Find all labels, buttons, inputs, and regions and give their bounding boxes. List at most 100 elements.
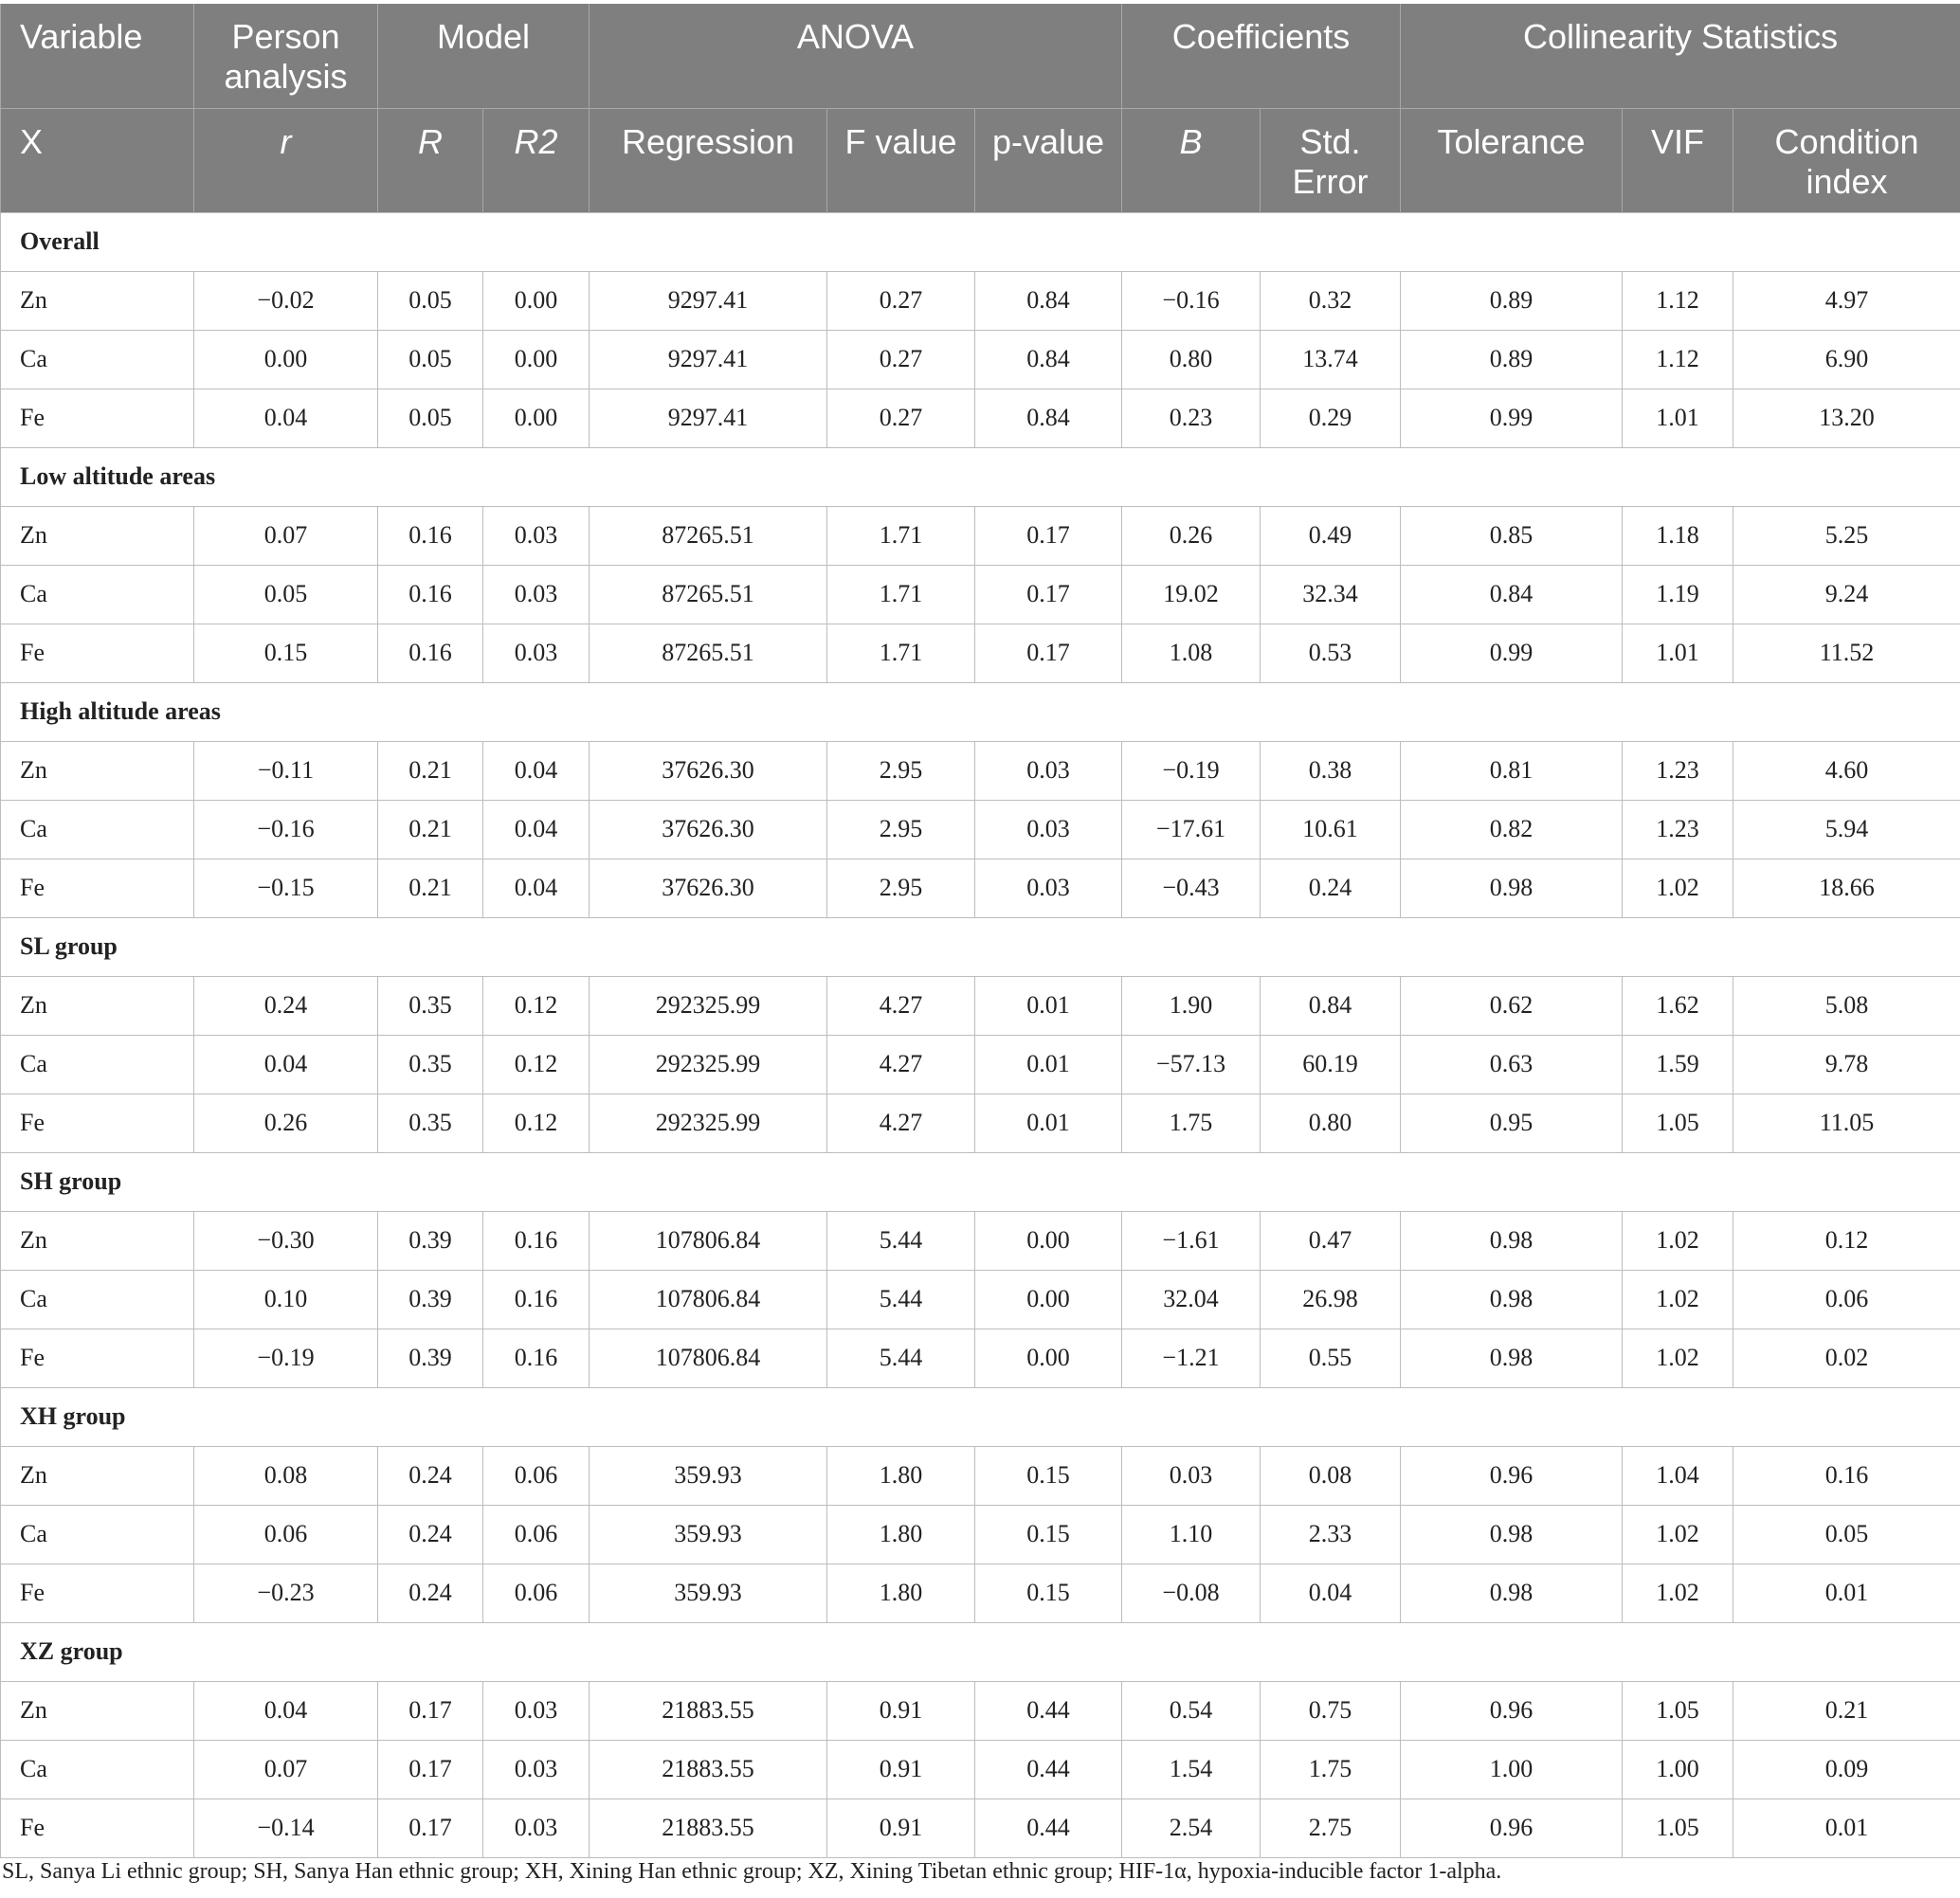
table-row: Fe 0.04 0.05 0.00 9297.41 0.27 0.84 0.23 0.29 0.9… (0, 388, 1960, 448)
value-cell: 0.98 (1400, 1210, 1624, 1271)
variable-cell: Fe (0, 623, 194, 683)
value-cell: 26.98 (1260, 1269, 1402, 1329)
variable-cell: Zn (0, 1680, 194, 1741)
section-header-row: SH group (0, 1151, 1960, 1212)
value-cell: 1.71 (826, 505, 975, 566)
value-cell: 1.10 (1121, 1504, 1261, 1564)
value-cell: 0.27 (826, 270, 975, 331)
value-cell: 0.91 (826, 1680, 975, 1741)
value-cell: 0.35 (377, 1093, 483, 1153)
value-cell: 21883.55 (589, 1680, 827, 1741)
value-cell: 0.44 (973, 1680, 1123, 1741)
value-cell: 0.00 (973, 1328, 1123, 1388)
value-cell: 1.18 (1622, 505, 1734, 566)
value-cell: 0.84 (973, 270, 1123, 331)
value-cell: 0.98 (1400, 858, 1624, 918)
variable-cell: Fe (0, 858, 194, 918)
variable-cell: Fe (0, 1328, 194, 1388)
value-cell: 0.04 (482, 858, 590, 918)
variable-cell: Ca (0, 1034, 194, 1094)
value-cell: 1.00 (1400, 1739, 1624, 1799)
value-cell: 5.25 (1733, 505, 1960, 566)
value-cell: 0.35 (377, 1034, 483, 1094)
table-footnote: SL, Sanya Li ethnic group; SH, Sanya Han… (2, 1859, 1502, 1884)
value-cell: −0.14 (193, 1798, 378, 1858)
value-cell: 0.96 (1400, 1680, 1624, 1741)
value-cell: 13.20 (1733, 388, 1960, 448)
table-row: Fe −0.23 0.24 0.06 359.93 1.80 0.15 −0.08 0.04 0.… (0, 1563, 1960, 1623)
value-cell: 5.08 (1733, 975, 1960, 1036)
value-cell: 0.15 (973, 1445, 1123, 1506)
value-cell: 1.59 (1622, 1034, 1734, 1094)
value-cell: 0.98 (1400, 1328, 1624, 1388)
value-cell: 0.39 (377, 1328, 483, 1388)
value-cell: −17.61 (1121, 799, 1261, 859)
value-cell: 1.00 (1622, 1739, 1734, 1799)
section-title: XZ group (0, 1621, 1960, 1682)
value-cell: 0.05 (1733, 1504, 1960, 1564)
value-cell: 37626.30 (589, 858, 827, 918)
value-cell: 0.16 (1733, 1445, 1960, 1506)
col-p-value: p-value (973, 108, 1123, 212)
value-cell: 1.75 (1121, 1093, 1261, 1153)
value-cell: 0.35 (377, 975, 483, 1036)
value-cell: 0.08 (1260, 1445, 1402, 1506)
col-group-coefficients: Coefficients (1121, 4, 1402, 109)
value-cell: 2.95 (826, 858, 975, 918)
value-cell: 1.02 (1622, 1210, 1734, 1271)
col-b: B (1121, 108, 1261, 212)
table-row: Zn −0.02 0.05 0.00 9297.41 0.27 0.84 −0.16 0.32 0… (0, 270, 1960, 331)
value-cell: 0.04 (482, 799, 590, 859)
value-cell: 0.03 (482, 1680, 590, 1741)
value-cell: 0.17 (973, 505, 1123, 566)
value-cell: 0.06 (193, 1504, 378, 1564)
value-cell: 9.78 (1733, 1034, 1960, 1094)
value-cell: 0.99 (1400, 388, 1624, 448)
value-cell: 0.05 (193, 564, 378, 624)
value-cell: 0.95 (1400, 1093, 1624, 1153)
variable-cell: Ca (0, 1269, 194, 1329)
value-cell: 359.93 (589, 1504, 827, 1564)
section-title: XH group (0, 1386, 1960, 1447)
value-cell: 1.80 (826, 1504, 975, 1564)
value-cell: 4.60 (1733, 740, 1960, 801)
value-cell: 2.95 (826, 799, 975, 859)
value-cell: 0.05 (377, 388, 483, 448)
value-cell: 0.00 (193, 329, 378, 389)
value-cell: 21883.55 (589, 1739, 827, 1799)
table-row: Ca 0.05 0.16 0.03 87265.51 1.71 0.17 19.02 32.34… (0, 564, 1960, 624)
value-cell: 1.80 (826, 1445, 975, 1506)
value-cell: 4.27 (826, 975, 975, 1036)
value-cell: 0.23 (1121, 388, 1261, 448)
value-cell: −0.23 (193, 1563, 378, 1623)
value-cell: 11.05 (1733, 1093, 1960, 1153)
variable-cell: Zn (0, 740, 194, 801)
value-cell: 9297.41 (589, 329, 827, 389)
value-cell: 0.39 (377, 1269, 483, 1329)
value-cell: 0.06 (482, 1504, 590, 1564)
table-header: Variable Person analysis Model ANOVA Coe… (0, 4, 1960, 212)
value-cell: 5.44 (826, 1328, 975, 1388)
value-cell: 0.05 (377, 270, 483, 331)
value-cell: 21883.55 (589, 1798, 827, 1858)
table-row: Fe −0.15 0.21 0.04 37626.30 2.95 0.03 −0.43 0.24… (0, 858, 1960, 918)
value-cell: 0.03 (1121, 1445, 1261, 1506)
value-cell: 0.27 (826, 329, 975, 389)
table-row: Fe −0.19 0.39 0.16 107806.84 5.44 0.00 −1.21 0.5… (0, 1328, 1960, 1388)
variable-cell: Fe (0, 1563, 194, 1623)
col-vif: VIF (1622, 108, 1734, 212)
value-cell: 0.55 (1260, 1328, 1402, 1388)
value-cell: 0.12 (482, 1093, 590, 1153)
col-group-model: Model (377, 4, 590, 109)
col-group-person-analysis: Person analysis (193, 4, 378, 109)
value-cell: 0.54 (1121, 1680, 1261, 1741)
value-cell: 0.98 (1400, 1563, 1624, 1623)
section-header-row: XZ group (0, 1621, 1960, 1682)
value-cell: 0.91 (826, 1739, 975, 1799)
value-cell: 0.00 (973, 1269, 1123, 1329)
value-cell: 0.12 (482, 1034, 590, 1094)
value-cell: 1.23 (1622, 740, 1734, 801)
value-cell: 0.21 (377, 858, 483, 918)
value-cell: 0.89 (1400, 329, 1624, 389)
value-cell: 0.17 (377, 1739, 483, 1799)
